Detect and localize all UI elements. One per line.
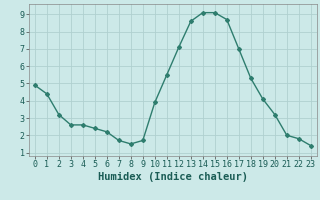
X-axis label: Humidex (Indice chaleur): Humidex (Indice chaleur) <box>98 172 248 182</box>
